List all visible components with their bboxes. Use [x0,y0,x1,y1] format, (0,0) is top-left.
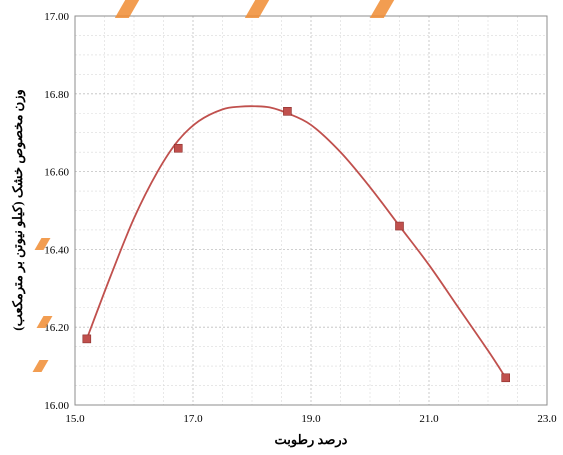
y-axis-title: وزن مخصوص خشک (کیلو نیوتن بر مترمکعب) [10,89,26,331]
x-axis-title: درصد رطوبت [275,432,348,448]
plot-area-frame [74,15,548,406]
y-tick-label: 16.80 [44,89,69,101]
data-point-marker [395,221,404,231]
x-tick-label: 23.0 [537,413,557,425]
data-point-marker [501,373,511,383]
y-tick-label: 16.60 [44,167,69,179]
x-tick-label: 21.0 [419,413,439,425]
y-tick-label: 16.20 [44,322,69,334]
y-tick-label: 17.00 [44,11,69,23]
y-tick-label: 16.00 [44,400,69,412]
data-series [82,105,511,383]
data-point-marker [82,334,92,344]
data-point-marker [173,143,183,153]
x-tick-label: 19.0 [301,413,321,425]
x-tick-label: 17.0 [183,413,203,425]
data-point-marker [283,107,292,116]
x-tick-label: 15.0 [65,413,85,425]
tick-labels: 15.0 17.0 19.0 21.0 23.0 16.00 16.20 16.40 16.60… [44,11,557,425]
trend-curve [85,105,507,379]
y-tick-label: 16.40 [44,244,69,256]
grid [75,16,547,405]
